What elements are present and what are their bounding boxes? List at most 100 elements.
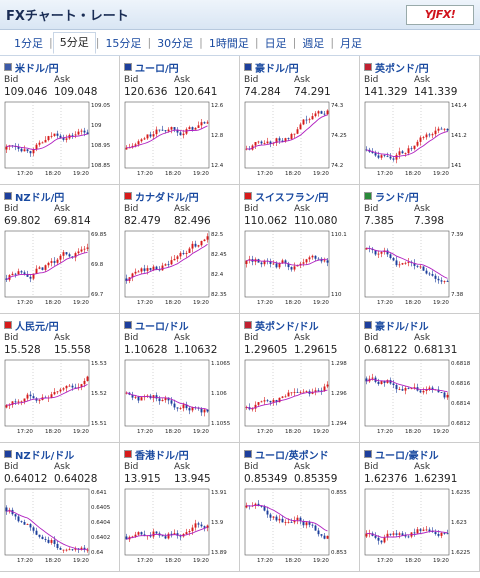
pair-title[interactable]: NZドル/円 — [4, 189, 115, 204]
pair-title[interactable]: 英ポンド/円 — [364, 60, 475, 75]
tab-5[interactable]: 日足 — [264, 36, 287, 50]
pair-card[interactable]: ユーロ/英ポンド Bid Ask 0.85349 0.85359 0.855 0.853 17… — [240, 443, 360, 572]
pair-title[interactable]: スイスフラン/円 — [244, 189, 355, 204]
candle-body — [413, 145, 416, 149]
tab-1[interactable]: 5分足 — [52, 32, 96, 54]
candle-body — [83, 547, 86, 550]
pair-card[interactable]: NZドル/ドル Bid Ask 0.64012 0.64028 0.641 0.6405 0.… — [0, 443, 120, 572]
candle-body — [140, 532, 143, 535]
candle-body — [437, 534, 440, 536]
candle-body — [149, 134, 152, 137]
price-chart[interactable]: 82.5 82.45 82.4 82.35 17:20 18:20 19:20 — [123, 229, 237, 309]
x-tick-label: 17:20 — [257, 300, 273, 306]
price-chart[interactable]: 0.855 0.853 17:20 18:20 19:20 — [243, 487, 357, 567]
price-chart[interactable]: 109.05 109 108.95 108.85 17:20 18:20 19:20 — [3, 100, 117, 180]
price-chart[interactable]: 13.91 13.9 13.89 17:20 18:20 19:20 — [123, 487, 237, 567]
price-chart[interactable]: 12.6 12.8 12.4 17:20 18:20 19:20 — [123, 100, 237, 180]
pair-title[interactable]: 米ドル/円 — [4, 60, 115, 75]
price-chart[interactable]: 110.1 110 17:20 18:20 19:20 — [243, 229, 357, 309]
pair-title[interactable]: ユーロ/ドル — [124, 318, 235, 333]
pair-title[interactable]: ユーロ/英ポンド — [244, 447, 355, 462]
tab-2[interactable]: 15分足 — [105, 36, 142, 50]
price-chart[interactable]: 1.6235 1.623 1.6225 17:20 18:20 19:20 — [363, 487, 477, 567]
pair-name[interactable]: NZドル/円 — [15, 192, 65, 204]
brand-logo[interactable]: YJFX! — [406, 4, 474, 25]
pair-name[interactable]: カナダドル/円 — [135, 192, 199, 204]
moving-average-line — [246, 258, 328, 266]
tab-3[interactable]: 30分足 — [157, 36, 194, 50]
pair-name[interactable]: NZドル/ドル — [15, 450, 75, 462]
pair-title[interactable]: 人民元/円 — [4, 318, 115, 333]
pair-card[interactable]: ユーロ/ドル Bid Ask 1.10628 1.10632 1.1065 1.106 1.1… — [120, 314, 240, 443]
pair-name[interactable]: 豪ドル/円 — [255, 63, 299, 75]
candle-body — [434, 532, 437, 535]
price-chart[interactable]: 15.53 15.52 15.51 17:20 18:20 19:20 — [3, 358, 117, 438]
pair-title[interactable]: ランド/円 — [364, 189, 475, 204]
candle-body — [269, 261, 272, 264]
candle-body — [401, 389, 404, 391]
candle-body — [59, 135, 62, 138]
pair-name[interactable]: ユーロ/豪ドル — [375, 450, 439, 462]
pair-card[interactable]: NZドル/円 Bid Ask 69.802 69.814 69.85 69.8 69.7 17:… — [0, 185, 120, 314]
pair-card[interactable]: ランド/円 Bid Ask 7.385 7.398 7.39 7.38 17:20 18:20 1… — [360, 185, 480, 314]
pair-name[interactable]: 英ポンド/円 — [375, 63, 429, 75]
pair-name[interactable]: 人民元/円 — [15, 321, 59, 333]
pair-title[interactable]: NZドル/ドル — [4, 447, 115, 462]
moving-average-line — [126, 243, 208, 282]
price-chart[interactable]: 141.4 141.2 141 17:20 18:20 19:20 — [363, 100, 477, 180]
pair-title[interactable]: ユーロ/円 — [124, 60, 235, 75]
pair-card[interactable]: 英ポンド/円 Bid Ask 141.329 141.339 141.4 141.2 141 1… — [360, 56, 480, 185]
pair-card[interactable]: 香港ドル/円 Bid Ask 13.915 13.945 13.91 13.9 13.89 17… — [120, 443, 240, 572]
price-chart[interactable]: 69.85 69.8 69.7 17:20 18:20 19:20 — [3, 229, 117, 309]
tab-separator: | — [330, 36, 335, 49]
tab-7[interactable]: 月足 — [340, 36, 363, 50]
price-chart[interactable]: 0.6818 0.6816 0.6814 0.6812 17:20 18:20 19:20 — [363, 358, 477, 438]
price-chart[interactable]: 0.641 0.6405 0.6404 0.6402 0.64 17:20 18:20 19:… — [3, 487, 117, 567]
candle-body — [56, 543, 59, 549]
tab-4[interactable]: 1時間足 — [208, 36, 249, 50]
tab-0[interactable]: 1分足 — [14, 36, 43, 50]
ask-label: Ask — [174, 75, 191, 85]
pair-card[interactable]: 英ポンド/ドル Bid Ask 1.29605 1.29615 1.298 1.296 1.2… — [240, 314, 360, 443]
pair-title[interactable]: 香港ドル/円 — [124, 447, 235, 462]
pair-title[interactable]: 豪ドル/円 — [244, 60, 355, 75]
pair-title[interactable]: 豪ドル/ドル — [364, 318, 475, 333]
candle-body — [38, 267, 41, 269]
pair-name[interactable]: ユーロ/英ポンド — [255, 450, 329, 462]
price-chart[interactable]: 1.1065 1.106 1.1055 17:20 18:20 19:20 — [123, 358, 237, 438]
pair-title[interactable]: ユーロ/豪ドル — [364, 447, 475, 462]
pair-card[interactable]: ユーロ/豪ドル Bid Ask 1.62376 1.62391 1.6235 1.623 1.… — [360, 443, 480, 572]
candle-body — [176, 129, 179, 133]
pair-name[interactable]: ユーロ/ドル — [135, 321, 189, 333]
candle-body — [152, 395, 155, 399]
pair-card[interactable]: カナダドル/円 Bid Ask 82.479 82.496 82.5 82.45 82.4 82… — [120, 185, 240, 314]
bid-ask-values: 109.046 109.048 — [4, 86, 115, 99]
pair-card[interactable]: 豪ドル/円 Bid Ask 74.284 74.291 74.3 74.25 74.2 17:2… — [240, 56, 360, 185]
pair-name[interactable]: 香港ドル/円 — [135, 450, 189, 462]
price-chart[interactable]: 1.298 1.296 1.294 17:20 18:20 19:20 — [243, 358, 357, 438]
pair-name[interactable]: 英ポンド/ドル — [255, 321, 319, 333]
candle-body — [323, 260, 326, 262]
price-chart[interactable]: 74.3 74.25 74.2 17:20 18:20 19:20 — [243, 100, 357, 180]
price-chart[interactable]: 7.39 7.38 17:20 18:20 19:20 — [363, 229, 477, 309]
pair-card[interactable]: ユーロ/円 Bid Ask 120.636 120.641 12.6 12.8 12.4 17:… — [120, 56, 240, 185]
candle-body — [29, 524, 32, 528]
bid-label: Bid — [4, 462, 19, 472]
pair-title[interactable]: 英ポンド/ドル — [244, 318, 355, 333]
pair-card[interactable]: 人民元/円 Bid Ask 15.528 15.558 15.53 15.52 15.51 17… — [0, 314, 120, 443]
pair-card[interactable]: 豪ドル/ドル Bid Ask 0.68122 0.68131 0.6818 0.6816 0.… — [360, 314, 480, 443]
pair-name[interactable]: 豪ドル/ドル — [375, 321, 429, 333]
candle-body — [275, 138, 278, 143]
tab-6[interactable]: 週足 — [302, 36, 325, 50]
y-tick-label: 0.6818 — [451, 361, 471, 367]
pair-name[interactable]: ランド/円 — [375, 192, 419, 204]
bid-label: Bid — [244, 333, 259, 343]
candle-body — [38, 142, 41, 145]
pair-card[interactable]: スイスフラン/円 Bid Ask 110.062 110.080 110.1 110 17:2… — [240, 185, 360, 314]
pair-title[interactable]: カナダドル/円 — [124, 189, 235, 204]
pair-card[interactable]: 米ドル/円 Bid Ask 109.046 109.048 109.05 109 108.95… — [0, 56, 120, 185]
candle-body — [17, 516, 20, 522]
pair-name[interactable]: 米ドル/円 — [15, 63, 59, 75]
pair-name[interactable]: スイスフラン/円 — [255, 192, 329, 204]
pair-name[interactable]: ユーロ/円 — [135, 63, 179, 75]
